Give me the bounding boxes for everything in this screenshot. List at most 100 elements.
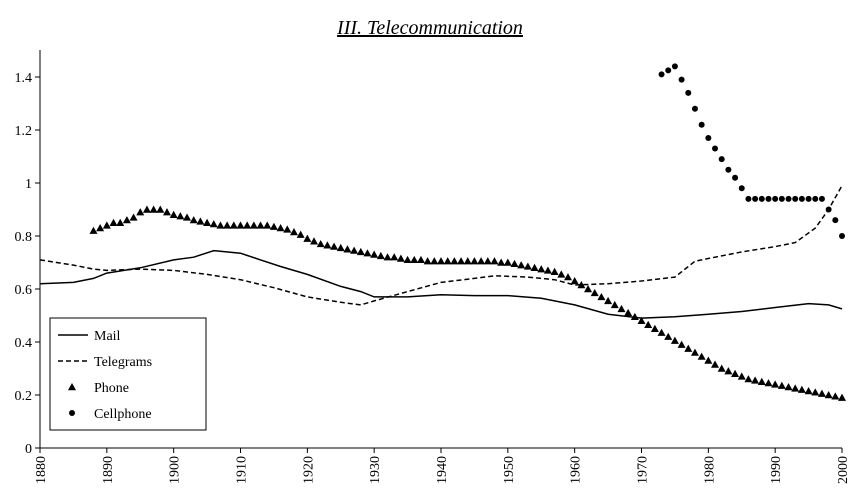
marker — [483, 257, 492, 265]
marker — [690, 348, 699, 356]
y-tick-label: 0.6 — [15, 283, 33, 298]
y-tick-label: 0.2 — [15, 389, 33, 404]
marker — [450, 257, 459, 265]
marker — [765, 195, 772, 202]
marker — [657, 328, 666, 336]
marker — [243, 221, 252, 229]
x-tick-label: 1960 — [569, 456, 584, 484]
marker — [363, 249, 372, 257]
marker — [757, 377, 766, 385]
marker — [724, 367, 733, 375]
marker — [176, 212, 185, 220]
x-tick-label: 1970 — [636, 456, 651, 484]
marker — [330, 242, 339, 250]
marker — [390, 253, 399, 261]
y-tick-label: 0.4 — [15, 336, 33, 351]
marker — [370, 250, 379, 258]
marker — [236, 221, 245, 229]
marker — [96, 224, 105, 232]
marker — [510, 259, 519, 268]
y-tick-label: 1 — [25, 177, 32, 192]
series-line — [39, 185, 843, 306]
legend-label: Cellphone — [94, 407, 152, 422]
marker — [785, 195, 792, 202]
marker — [725, 166, 732, 173]
marker — [838, 393, 846, 401]
marker — [470, 257, 479, 265]
marker — [296, 230, 305, 238]
marker — [738, 185, 745, 192]
marker — [784, 383, 793, 391]
marker — [129, 213, 138, 221]
marker — [122, 216, 131, 224]
marker — [209, 220, 218, 228]
marker — [570, 277, 579, 285]
marker — [530, 263, 539, 271]
marker — [617, 304, 626, 313]
chart-title: III. Telecommunication — [336, 17, 523, 39]
legend-label: Telegrams — [94, 355, 152, 370]
marker — [805, 195, 812, 202]
marker — [423, 257, 432, 265]
marker — [624, 308, 633, 317]
marker — [316, 239, 325, 248]
marker — [752, 195, 759, 202]
marker — [797, 385, 806, 393]
marker — [343, 245, 352, 253]
marker — [831, 392, 840, 400]
y-tick-label: 1.2 — [15, 124, 33, 139]
marker — [812, 195, 819, 202]
marker — [376, 251, 385, 260]
marker — [791, 384, 800, 392]
marker — [717, 364, 726, 372]
marker — [677, 340, 686, 348]
marker — [109, 218, 118, 226]
marker — [162, 208, 171, 216]
x-tick-label: 1940 — [435, 456, 450, 484]
marker — [697, 352, 706, 360]
marker — [437, 257, 445, 265]
marker — [818, 195, 825, 202]
marker — [839, 233, 845, 239]
marker — [772, 195, 779, 202]
marker — [263, 221, 272, 229]
marker — [825, 206, 832, 213]
marker — [269, 222, 278, 230]
marker — [590, 288, 599, 297]
marker — [249, 221, 258, 229]
marker — [597, 292, 606, 301]
marker — [737, 372, 746, 380]
marker — [557, 270, 566, 278]
marker — [89, 226, 98, 234]
marker — [490, 257, 499, 265]
marker — [216, 221, 225, 229]
marker — [323, 241, 332, 249]
marker — [758, 195, 765, 202]
marker — [189, 216, 198, 224]
marker — [732, 174, 739, 181]
marker — [410, 255, 419, 264]
marker — [383, 253, 392, 261]
marker — [443, 257, 452, 265]
y-tick-label: 0 — [25, 442, 32, 457]
marker — [637, 316, 646, 324]
marker — [256, 221, 265, 229]
marker — [811, 388, 820, 396]
marker — [731, 369, 740, 377]
marker — [497, 258, 506, 266]
x-tick-label: 1930 — [368, 456, 383, 484]
marker — [563, 273, 572, 281]
marker — [149, 205, 158, 213]
marker — [477, 257, 486, 265]
marker — [711, 360, 720, 368]
marker — [276, 224, 285, 232]
marker — [463, 257, 472, 265]
marker — [356, 247, 365, 256]
marker — [704, 356, 713, 364]
marker — [584, 285, 593, 293]
marker — [169, 210, 178, 218]
marker — [698, 121, 705, 128]
x-tick-label: 1980 — [702, 456, 717, 484]
marker — [705, 134, 712, 141]
